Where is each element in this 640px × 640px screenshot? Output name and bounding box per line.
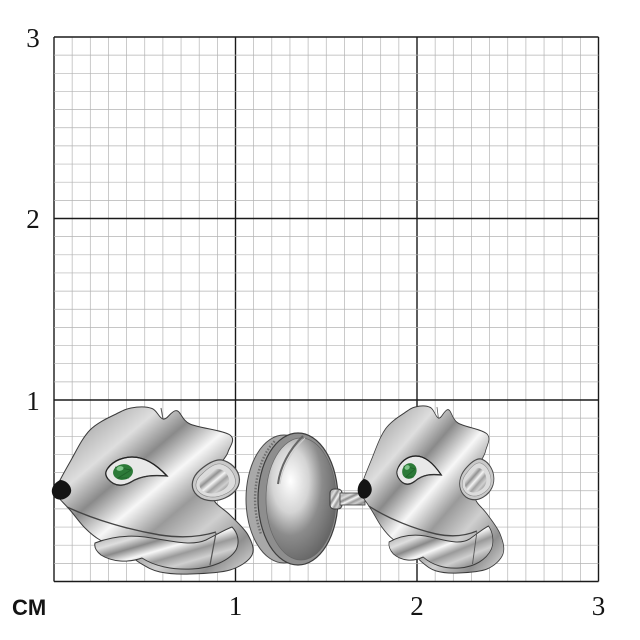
svg-text:3: 3 bbox=[26, 23, 40, 53]
svg-text:CM: CM bbox=[12, 595, 46, 620]
svg-text:1: 1 bbox=[26, 386, 40, 416]
svg-text:2: 2 bbox=[410, 591, 424, 621]
svg-text:3: 3 bbox=[592, 591, 606, 621]
svg-text:1: 1 bbox=[229, 591, 243, 621]
svg-text:2: 2 bbox=[26, 204, 40, 234]
